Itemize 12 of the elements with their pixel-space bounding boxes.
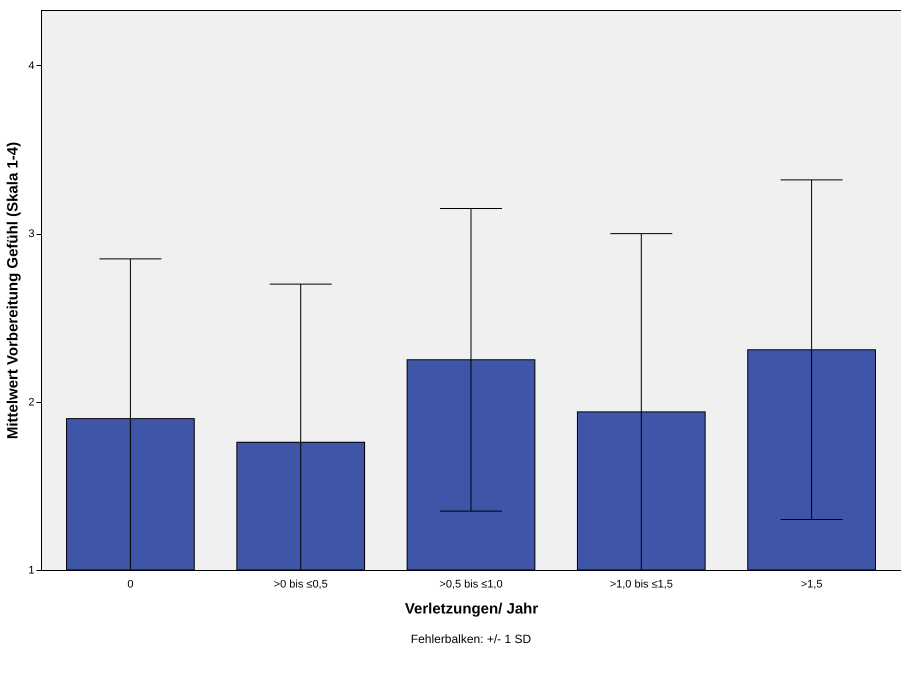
x-tick-label: 0 bbox=[127, 578, 134, 590]
y-axis-title: Mittelwert Vorbereitung Gefühl (Skala 1-4) bbox=[4, 142, 22, 440]
y-tick-label: 2 bbox=[28, 396, 34, 408]
text: Fehlerbalken: +/- 1 SD bbox=[410, 632, 532, 646]
x-tick-label: >0 bis ≤0,5 bbox=[274, 578, 328, 590]
x-tick-label: >0,5 bis ≤1,0 bbox=[439, 578, 503, 590]
x-tick-label: >1,0 bis ≤1,5 bbox=[610, 578, 673, 590]
y-tick-label: 1 bbox=[28, 564, 34, 576]
x-axis-title: Verletzungen/ Jahr bbox=[404, 600, 538, 618]
y-tick-label: 3 bbox=[28, 228, 34, 240]
y-tick-label: 4 bbox=[28, 60, 34, 72]
x-tick-label: >1,5 bbox=[800, 578, 822, 590]
